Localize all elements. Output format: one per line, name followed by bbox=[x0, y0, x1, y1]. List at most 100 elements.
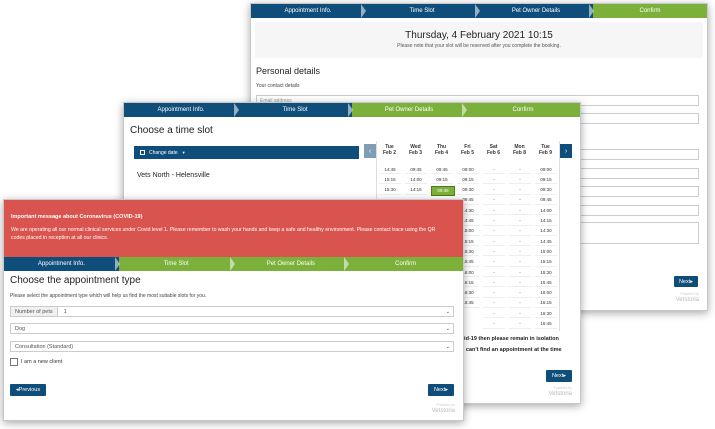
slot-button[interactable]: 15:15 bbox=[379, 175, 401, 185]
day-header: Tue Feb 9 bbox=[533, 144, 558, 157]
slot-unavailable: - bbox=[483, 175, 505, 185]
slot-button[interactable]: 15:30 bbox=[457, 247, 479, 257]
number-of-pets-select[interactable]: Number of pets 1 ⌄ bbox=[10, 306, 454, 317]
slot-unavailable: - bbox=[509, 196, 531, 205]
slot-button[interactable]: 09:15 bbox=[535, 175, 557, 185]
slot-button[interactable]: 15:15 bbox=[535, 258, 557, 267]
step-time-slot: Time Slot bbox=[238, 103, 353, 117]
slot-unavailable: - bbox=[509, 278, 531, 288]
step-pet-owner-details: Pet Owner Details bbox=[479, 4, 594, 18]
day-name: Wed bbox=[410, 144, 421, 150]
prev-week-button[interactable]: ‹ bbox=[364, 144, 376, 158]
slot-button[interactable]: 09:15 bbox=[431, 175, 453, 185]
step-appointment-info: Appointment Info. bbox=[251, 4, 366, 18]
slot-unavailable: - bbox=[483, 289, 505, 298]
slot-unavailable: - bbox=[483, 165, 505, 174]
slot-unavailable: - bbox=[509, 186, 531, 195]
day-name: Sat bbox=[489, 144, 498, 150]
step-pet-owner-details: Pet Owner Details bbox=[233, 257, 350, 271]
new-client-checkbox[interactable]: I am a new client bbox=[10, 358, 62, 366]
slot-unavailable: - bbox=[509, 206, 531, 216]
slot-button[interactable]: 15:30 bbox=[379, 186, 401, 195]
slot-unavailable: - bbox=[483, 258, 505, 267]
step-appointment-info: Appointment Info. bbox=[4, 257, 120, 271]
slot-button[interactable]: 16:45 bbox=[535, 320, 557, 329]
slot-button[interactable]: 14:45 bbox=[535, 237, 557, 247]
species-select[interactable]: Dog ⌄ bbox=[10, 323, 454, 334]
slot-button[interactable]: 14:15 bbox=[535, 217, 557, 226]
day-date: Feb 8 bbox=[512, 150, 527, 157]
alert-body: We are operating all our normal clinical… bbox=[11, 227, 436, 242]
slot-button[interactable]: 09:15 bbox=[457, 175, 479, 185]
chevron-left-icon: ‹ bbox=[368, 147, 372, 155]
next-button[interactable]: Next ▸ bbox=[428, 384, 454, 396]
slot-button[interactable]: 14:00 bbox=[405, 175, 427, 185]
checkbox-box[interactable] bbox=[10, 358, 18, 366]
caret-down-icon: ▼ bbox=[181, 150, 186, 155]
slot-unavailable: - bbox=[509, 320, 531, 329]
chevron-down-icon: ⌄ bbox=[445, 309, 450, 315]
slot-button[interactable]: 09:00 bbox=[535, 165, 557, 174]
day-name: Fri bbox=[464, 144, 471, 150]
slot-button[interactable]: 15:00 bbox=[457, 227, 479, 236]
confirm-next-button[interactable]: Next ▸ bbox=[674, 276, 698, 287]
appointment-instructions: Please select the appointment type which… bbox=[10, 293, 207, 299]
slot-unavailable: - bbox=[509, 289, 531, 298]
slot-button[interactable]: 14:15 bbox=[405, 186, 427, 195]
step-time-slot: Time Slot bbox=[118, 257, 235, 271]
slot-button[interactable]: 09:45 bbox=[405, 165, 427, 174]
slot-button[interactable]: 15:30 bbox=[535, 268, 557, 277]
day-date: Feb 2 bbox=[382, 150, 397, 157]
progress-steps: Appointment Info. Time Slot Pet Owner De… bbox=[124, 103, 580, 117]
slot-button[interactable]: 15:45 bbox=[535, 278, 557, 288]
step-appointment-info: Appointment Info. bbox=[124, 103, 239, 117]
slot-button[interactable]: 09:30 bbox=[457, 186, 479, 195]
slot-button[interactable]: 15:00 bbox=[535, 247, 557, 257]
slot-unavailable: - bbox=[509, 268, 531, 277]
slot-button[interactable]: 16:00 bbox=[457, 268, 479, 277]
slot-grid: Tue Feb 2 Wed Feb 3 Thu Feb 4 Fri Feb 5 Sat Feb 6… bbox=[376, 141, 560, 331]
slot-button[interactable]: 14:45 bbox=[457, 217, 479, 226]
appointment-type-select[interactable]: Consultation (Standard) ⌄ bbox=[10, 341, 454, 352]
slot-button[interactable]: 14:30 bbox=[457, 206, 479, 216]
slot-button[interactable]: 14:45 bbox=[379, 165, 401, 174]
slot-button[interactable]: 16:00 bbox=[535, 289, 557, 298]
slot-unavailable: - bbox=[509, 299, 531, 308]
day-header: Wed Feb 3 bbox=[403, 144, 428, 157]
slot-unavailable: - bbox=[509, 309, 531, 319]
slot-unavailable: - bbox=[483, 196, 505, 205]
slot-button[interactable]: 16:45 bbox=[457, 299, 479, 308]
slot-unavailable: - bbox=[483, 278, 505, 288]
change-date-button[interactable]: Change date ▼ bbox=[134, 146, 359, 159]
day-date: Feb 3 bbox=[408, 150, 423, 157]
slot-button[interactable]: 15:15 bbox=[457, 237, 479, 247]
vetstoria-logo: Powered by Vetstoria bbox=[548, 386, 572, 397]
covid-alert: Important message about Coronavirus (COV… bbox=[4, 200, 463, 257]
slot-button[interactable]: 15:45 bbox=[457, 258, 479, 267]
day-header: Thu Feb 4 bbox=[429, 144, 454, 157]
slot-button[interactable]: 14:00 bbox=[535, 206, 557, 216]
slot-button[interactable]: 09:00 bbox=[457, 165, 479, 174]
slot-button[interactable]: 09:45 bbox=[431, 165, 453, 174]
slot-button[interactable]: 09:45 bbox=[457, 196, 479, 205]
slot-unavailable: - bbox=[509, 217, 531, 226]
day-name: Tue bbox=[385, 144, 394, 150]
slot-button[interactable]: 14:30 bbox=[535, 227, 557, 236]
slot-button[interactable]: 16:30 bbox=[457, 289, 479, 298]
next-week-button[interactable]: › bbox=[560, 144, 572, 158]
slot-button[interactable]: 16:15 bbox=[457, 278, 479, 288]
slot-button[interactable]: 09:45 bbox=[535, 196, 557, 205]
day-header: Sat Feb 6 bbox=[481, 144, 506, 157]
day-date: Feb 5 bbox=[460, 150, 475, 157]
day-name: Thu bbox=[436, 144, 447, 150]
appointment-type-title: Choose the appointment type bbox=[10, 275, 141, 286]
slot-next-button[interactable]: Next ▸ bbox=[546, 370, 572, 382]
slot-unavailable: - bbox=[483, 247, 505, 257]
selected-slot[interactable]: 09:45 bbox=[431, 185, 455, 196]
previous-button[interactable]: ◂ Previous bbox=[10, 384, 46, 396]
slot-button[interactable]: 09:30 bbox=[535, 186, 557, 195]
day-header: Tue Feb 2 bbox=[377, 144, 402, 157]
slot-button[interactable]: 16:30 bbox=[535, 309, 557, 319]
slot-button[interactable]: 16:15 bbox=[535, 299, 557, 308]
personal-details-title: Personal details bbox=[256, 66, 321, 76]
